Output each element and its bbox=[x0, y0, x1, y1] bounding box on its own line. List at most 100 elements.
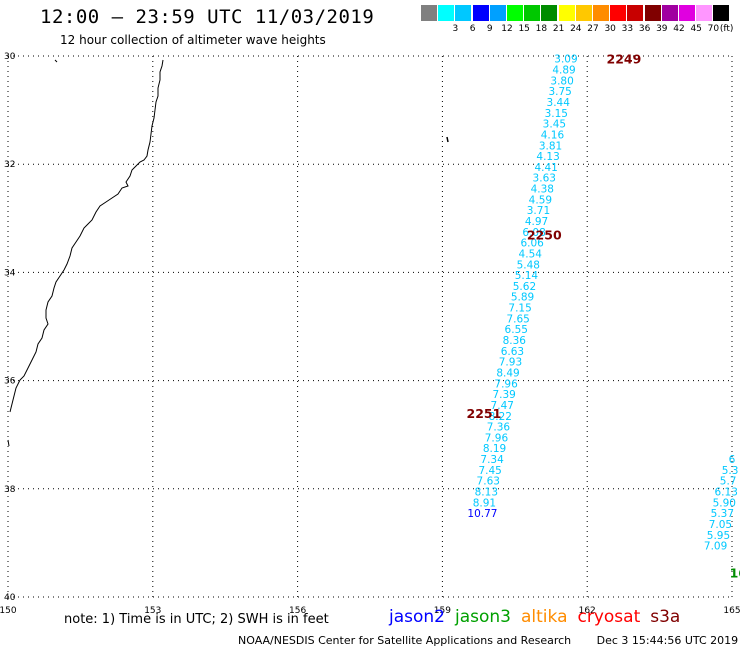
swh-value: 5.3 bbox=[722, 465, 739, 477]
time-label: 2251 bbox=[467, 406, 502, 421]
swh-value: 5.90 bbox=[713, 497, 736, 509]
legend-swatch bbox=[610, 5, 627, 21]
legend-swatch bbox=[541, 5, 558, 21]
legend-label: 6 bbox=[469, 24, 476, 34]
swh-value: 7.63 bbox=[477, 476, 500, 488]
legend-unit: (ft) bbox=[719, 24, 734, 34]
satellite-cryosat: cryosat bbox=[577, 607, 641, 627]
swh-value: 7.36 bbox=[487, 422, 511, 434]
swh-value: 4.54 bbox=[519, 248, 543, 260]
swh-value: 8.22 bbox=[489, 411, 512, 423]
swh-value: 3.09 bbox=[554, 54, 577, 66]
swh-value: 7.15 bbox=[508, 303, 531, 315]
legend-swatch bbox=[679, 5, 695, 21]
swh-value: 3.63 bbox=[533, 173, 556, 185]
time-label: 2250 bbox=[527, 228, 562, 243]
swh-value: 3.80 bbox=[550, 75, 573, 87]
swh-value: 8.13 bbox=[475, 487, 498, 499]
satellite-altika: altika bbox=[521, 607, 568, 627]
legend-swatch bbox=[644, 5, 661, 21]
swh-value: 4.97 bbox=[525, 216, 548, 228]
axis-ticks: 150 153 156 159 162 165 30 32 34 36 38 40 bbox=[0, 52, 740, 616]
swh-value: 6.55 bbox=[505, 324, 528, 336]
page-title: 12:00 — 23:59 UTC 11/03/2019 bbox=[40, 6, 375, 28]
satellite-s3a: s3a bbox=[650, 607, 681, 627]
swh-value: 5.14 bbox=[515, 270, 539, 282]
map-grid bbox=[7, 55, 733, 598]
satellite-jason2: jason2 bbox=[389, 607, 445, 627]
legend-label: 39 bbox=[656, 24, 668, 34]
legend-swatch bbox=[524, 5, 541, 21]
swh-value: 4.13 bbox=[536, 151, 559, 163]
coast-tip bbox=[54, 59, 58, 63]
island-mark bbox=[446, 136, 449, 143]
legend-swatch bbox=[489, 5, 506, 21]
swh-value: 6.63 bbox=[501, 346, 524, 358]
swh-value: 6.06 bbox=[520, 238, 544, 250]
lat-tick-label: 30 bbox=[4, 52, 16, 62]
swh-value: 4.16 bbox=[541, 129, 565, 141]
lon-tick-label: 153 bbox=[144, 606, 161, 616]
swh-value: 3.44 bbox=[547, 97, 571, 109]
swh-value: 4.38 bbox=[531, 184, 554, 196]
swh-value: 7.96 bbox=[494, 378, 518, 390]
satellite-jason3: jason3 bbox=[455, 607, 511, 627]
swh-value: 5.7 bbox=[720, 476, 737, 488]
legend-swatch bbox=[421, 5, 437, 21]
legend-label: 36 bbox=[638, 24, 651, 34]
swh-value: 7.93 bbox=[499, 357, 522, 369]
legend-swatch bbox=[661, 5, 678, 21]
legend-label: 42 bbox=[673, 24, 685, 34]
legend-swatch bbox=[438, 5, 455, 21]
coastline bbox=[9, 59, 164, 413]
swh-value: 8.36 bbox=[503, 335, 527, 347]
swh-value: 7.34 bbox=[480, 454, 504, 466]
lon-tick-label: 150 bbox=[0, 606, 17, 616]
footer-note: note: 1) Time is in UTC; 2) SWH is in fe… bbox=[64, 612, 329, 627]
swh-value: 3.81 bbox=[539, 140, 562, 152]
legend-swatch bbox=[627, 5, 644, 21]
swh-value: 5.62 bbox=[513, 281, 536, 293]
satellite-legend: jason2 jason3 altika cryosat s3a bbox=[389, 607, 690, 627]
altimeter-tracks: 3.094.893.803.753.443.153.454.163.814.13… bbox=[467, 54, 738, 553]
legend-label: 3 bbox=[452, 24, 459, 34]
legend-swatch bbox=[575, 5, 592, 21]
swh-value: 5.89 bbox=[511, 292, 534, 304]
timestamp: Dec 3 15:44:56 UTC 2019 bbox=[596, 634, 739, 647]
swh-value: 5.37 bbox=[711, 508, 734, 520]
legend-swatch bbox=[558, 5, 575, 21]
swh-value: 7.65 bbox=[506, 313, 529, 325]
swh-value: 4.59 bbox=[529, 194, 552, 206]
legend-label: 27 bbox=[587, 24, 599, 34]
swh-value: 7.09 bbox=[704, 541, 727, 553]
lat-tick-label: 32 bbox=[4, 160, 15, 170]
swh-value: 7.39 bbox=[492, 389, 515, 401]
swh-value: 4.89 bbox=[552, 65, 575, 77]
legend-swatch bbox=[593, 5, 609, 21]
legend-label: 21 bbox=[552, 24, 565, 34]
legend-swatch bbox=[455, 5, 472, 21]
legend-swatch bbox=[713, 5, 730, 21]
time-label: 163 bbox=[730, 566, 740, 581]
lon-tick-label: 165 bbox=[723, 606, 740, 616]
color-legend: 3 6 9 12 15 18 21 24 27 30 33 36 39 42 45 70 (ft) bbox=[421, 5, 733, 37]
swh-value: 5.95 bbox=[707, 530, 730, 542]
swh-value: 8.19 bbox=[483, 443, 506, 455]
lon-tick-label: 162 bbox=[579, 606, 596, 616]
legend-label: 33 bbox=[621, 24, 634, 34]
legend-label: 18 bbox=[535, 24, 548, 34]
legend-swatch bbox=[696, 5, 713, 21]
legend-label: 15 bbox=[518, 24, 530, 34]
lat-tick-label: 40 bbox=[4, 593, 16, 603]
swh-value: 5.48 bbox=[517, 259, 540, 271]
swh-value: 3.45 bbox=[543, 119, 566, 131]
coast-fragment bbox=[7, 439, 10, 447]
legend-label: 24 bbox=[570, 24, 582, 34]
swh-value: 7.45 bbox=[478, 465, 501, 477]
legend-label: 12 bbox=[501, 24, 513, 34]
lat-tick-label: 36 bbox=[4, 377, 16, 387]
legend-label: 70 bbox=[707, 24, 720, 34]
swh-value: 6.08 bbox=[522, 227, 545, 239]
lon-tick-label: 159 bbox=[434, 606, 451, 616]
